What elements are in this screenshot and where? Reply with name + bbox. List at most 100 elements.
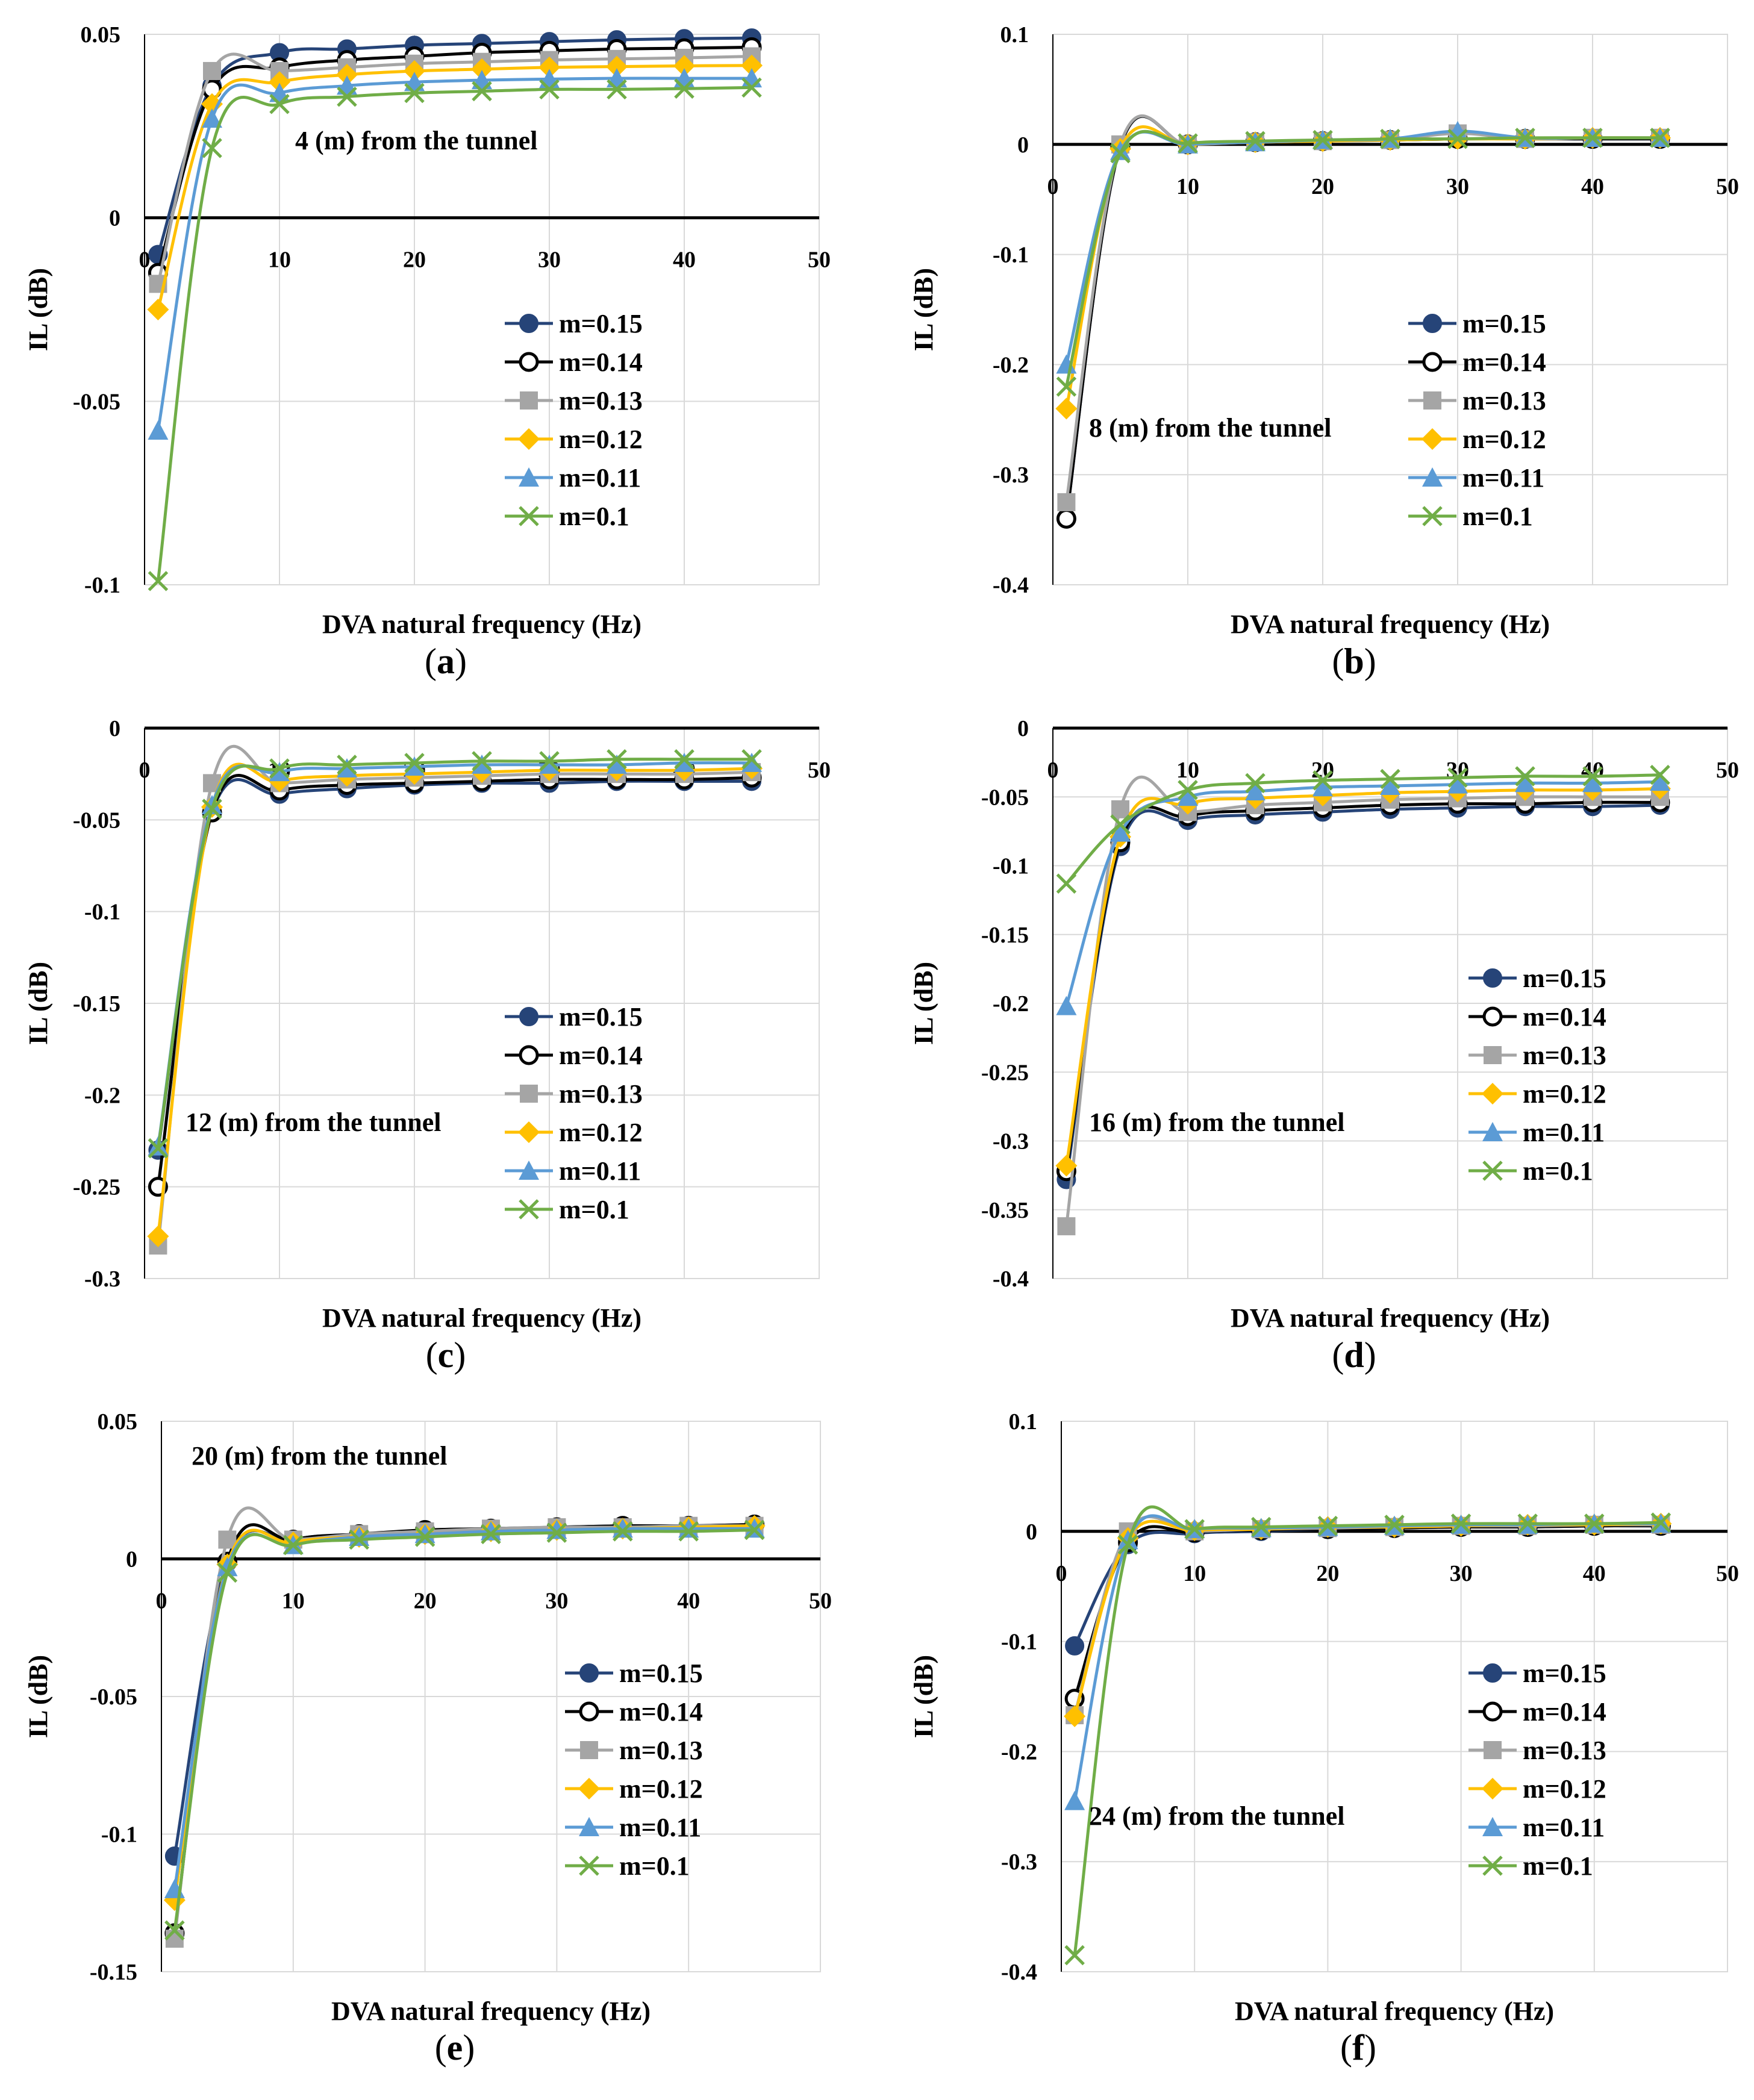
y-tick-label: -0.3 [84,1267,120,1292]
legend-marker [1484,1046,1502,1064]
legend-marker [518,428,540,450]
series-m=0.1 [164,1519,765,1941]
data-point [269,94,290,114]
legend-marker [579,1663,599,1683]
y-tick-label: -0.1 [993,243,1029,268]
data-point [217,1562,238,1583]
x-tick-label: 10 [1176,174,1199,199]
legend-label: m=0.12 [1523,1079,1606,1109]
y-tick-label: -0.15 [981,923,1029,948]
data-point [1178,133,1198,154]
panel-label: (b) [1332,641,1376,681]
data-point [1447,128,1468,149]
x-tick-label: 30 [538,248,561,273]
series-m=0.1 [148,749,762,1159]
data-point [1251,1516,1272,1538]
x-tick-label: 40 [673,248,696,273]
data-point [1650,1512,1671,1533]
data-point [1057,493,1076,511]
panel-label: (c) [426,1335,466,1375]
y-tick-label: 0 [1017,132,1029,158]
x-tick-label: 30 [1450,1561,1473,1586]
data-point [1245,773,1266,794]
legend-label: m=0.12 [559,425,643,454]
data-point [1055,397,1078,420]
legend-marker [579,1855,599,1876]
series-line [156,86,752,582]
data-point [1582,766,1603,787]
x-axis-label: DVA natural frequency (Hz) [322,1303,641,1333]
legend-label: m=0.11 [559,1156,641,1186]
legend-label: m=0.14 [559,347,643,377]
legend-label: m=0.15 [559,309,643,338]
y-tick-label: -0.15 [90,1960,137,1985]
data-point [202,138,222,158]
data-point [607,754,627,774]
legend-label: m=0.14 [619,1697,703,1727]
distance-annotation: 4 (m) from the tunnel [295,126,537,155]
series-m=0.1 [1056,764,1670,894]
data-point [269,758,290,779]
data-point [539,79,560,100]
series-m=0.1 [1056,128,1670,397]
data-point [1065,1636,1085,1656]
y-axis-label: IL (dB) [909,962,938,1045]
series-line [1064,775,1660,1227]
legend-label: m=0.11 [1523,1118,1605,1147]
data-point [674,749,694,770]
legend-label: m=0.13 [619,1736,703,1765]
x-tick-label: 20 [414,1589,437,1614]
legend: m=0.15 m=0.14 m=0.13 m=0.12 m=0.11 m=0.1 [1408,309,1546,531]
legend-marker [579,1817,599,1836]
data-point [349,1529,369,1550]
legend: m=0.15 m=0.14 m=0.13 m=0.12 m=0.11 m=0.1 [565,1659,703,1881]
legend-marker [520,1085,538,1103]
data-point [1064,1705,1086,1727]
legend-label: m=0.12 [559,1118,643,1147]
y-tick-label: 0 [1017,716,1029,741]
data-point [741,752,762,772]
legend-marker [520,391,538,410]
distance-annotation: 16 (m) from the tunnel [1089,1108,1344,1137]
data-point [404,756,425,776]
data-point [1312,777,1333,797]
series-line [156,758,752,1149]
legend-marker [519,1045,539,1065]
data-point [201,93,223,115]
legend-label: m=0.12 [619,1774,703,1804]
plot-area [144,34,820,585]
x-tick-label: 10 [1176,758,1199,783]
data-point [1515,128,1535,148]
data-point [147,299,169,320]
y-tick-label: -0.1 [1001,1630,1037,1655]
data-point [1056,995,1077,1015]
chart-panel-a: -0.1 -0.05 0 0.05 0 10 20 30 40 50 DVA natural fre… [23,22,831,681]
data-point [269,762,290,782]
y-tick-label: 0.05 [98,1409,138,1435]
y-tick-label: -0.35 [981,1198,1029,1223]
y-tick-label: -0.4 [993,573,1029,598]
y-tick-label: -0.05 [73,389,120,414]
legend-marker [1482,1122,1503,1141]
series-line [173,1527,755,1890]
data-point [1650,764,1670,785]
data-point [744,1519,765,1541]
data-point [269,71,290,93]
data-point [1380,128,1400,149]
data-point [1317,1515,1338,1536]
legend-label: m=0.1 [1523,1851,1593,1881]
legend: m=0.15 m=0.14 m=0.13 m=0.12 m=0.11 m=0.1 [1468,964,1606,1186]
x-tick-label: 50 [1716,1561,1739,1586]
data-point [1245,781,1266,801]
legend-marker [1482,1701,1503,1722]
x-tick-label: 10 [282,1589,305,1614]
legend-label: m=0.15 [559,1002,643,1032]
data-point [337,755,357,775]
legend-marker [1422,506,1443,526]
legend-label: m=0.15 [1523,964,1606,993]
y-tick-label: -0.4 [993,1267,1029,1292]
data-point [1517,1513,1538,1534]
y-tick-label: 0 [109,716,120,741]
x-tick-label: 0 [139,758,151,783]
data-point [1384,1515,1405,1535]
